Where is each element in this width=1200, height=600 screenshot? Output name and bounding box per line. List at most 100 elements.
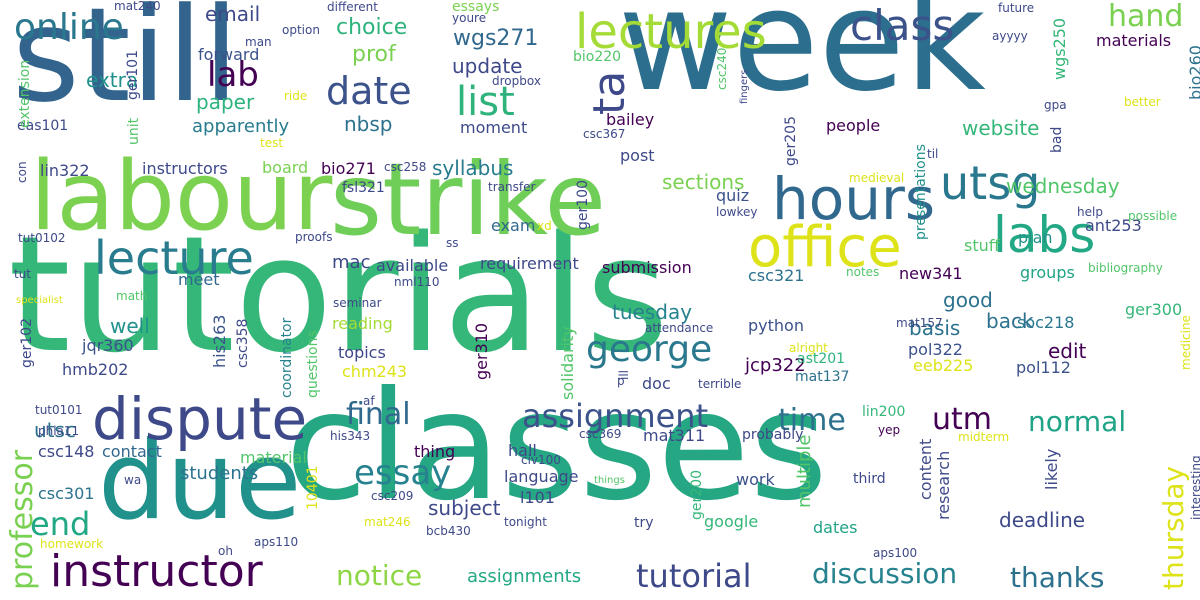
word-seminar: seminar	[333, 296, 382, 310]
word-til: til	[927, 147, 939, 161]
word-solidarity: solidarity	[558, 326, 577, 400]
word-hours: hours	[772, 165, 936, 233]
word-python: python	[748, 316, 804, 335]
word-ast201: ast201	[797, 351, 846, 367]
word-subject: subject	[428, 496, 501, 520]
word-people: people	[826, 116, 881, 135]
word-website: website	[962, 116, 1040, 140]
word-post: post	[620, 146, 655, 165]
word-option: option	[282, 23, 320, 37]
word-medicine: medicine	[1179, 315, 1193, 370]
word-students: students	[180, 463, 259, 484]
word-probably: probably	[742, 427, 804, 443]
word-medieval: medieval	[849, 171, 905, 185]
word-ger310: ger310	[472, 322, 491, 380]
word-try: try	[634, 515, 654, 531]
word-aps110: aps110	[254, 535, 299, 549]
word-lin200: lin200	[862, 404, 906, 420]
word-csc240: csc240	[715, 47, 729, 90]
word-pol112: pol112	[1016, 358, 1071, 377]
word-oh: oh	[218, 544, 233, 558]
word-tutorials: tutorials	[8, 201, 669, 388]
word-mat157: mat157	[896, 316, 943, 330]
word-due: due	[98, 419, 302, 544]
word-chm243: chm243	[342, 362, 408, 381]
word-attendance: attendance	[645, 321, 714, 335]
word-fsl321: fsl321	[342, 180, 385, 196]
word-mat311: mat311	[643, 426, 706, 445]
word-wa: wa	[124, 473, 142, 487]
word-paper: paper	[196, 90, 255, 114]
word-ger200: ger200	[689, 470, 705, 520]
word-questions: questions	[305, 330, 321, 398]
word-topics: topics	[338, 343, 386, 362]
word-work: work	[736, 470, 775, 489]
word-essay: essay	[354, 453, 452, 493]
word-man: man	[245, 35, 272, 49]
word-bio260: bio260	[1186, 45, 1200, 100]
word-ss: ss	[446, 236, 459, 250]
word-tut: tut	[14, 267, 32, 281]
word-con: con	[15, 161, 29, 183]
word-different: different	[327, 0, 378, 14]
word-transfer: transfer	[488, 180, 536, 194]
word-strike: strike	[330, 141, 607, 258]
word-multiple: multiple	[794, 434, 815, 508]
word-update: update	[452, 54, 523, 78]
word-meet: meet	[178, 270, 220, 289]
word-hmb202: hmb202	[62, 360, 129, 379]
word-sections: sections	[662, 170, 745, 194]
word-hall: hall	[508, 441, 537, 460]
word-pol322: pol322	[908, 340, 963, 359]
word-eas101: eas101	[17, 118, 69, 134]
word-lab: lab	[207, 55, 259, 95]
word-utm: utm	[932, 402, 992, 437]
word-test: test	[260, 136, 284, 150]
word-future: future	[998, 1, 1035, 15]
word-his263: his263	[210, 314, 229, 368]
word-youre: youre	[452, 11, 487, 25]
word-apparently: apparently	[192, 116, 290, 137]
word-eeb225: eeb225	[913, 356, 974, 375]
word-quiz: quiz	[716, 186, 750, 205]
word-civ100: civ100	[521, 453, 561, 467]
word-materials: materials	[1096, 31, 1172, 50]
word-discussion: discussion	[812, 557, 958, 590]
word-csc369: csc369	[579, 427, 622, 441]
word-extension: extension	[17, 59, 33, 128]
word-syllabus: syllabus	[432, 156, 514, 180]
word-terrible: terrible	[698, 377, 742, 391]
word-tuesday: tuesday	[612, 300, 693, 324]
word-math: math	[116, 289, 148, 303]
word-edit: edit	[1048, 339, 1087, 363]
word-thanks: thanks	[1010, 561, 1105, 594]
word-choice: choice	[336, 15, 408, 40]
word-ger100: ger100	[575, 180, 591, 230]
word-list: list	[456, 79, 515, 125]
word-unit: unit	[126, 117, 142, 145]
word-notes: notes	[846, 265, 880, 279]
word-jcp322: jcp322	[745, 355, 806, 376]
word-csc321: csc321	[748, 266, 805, 285]
word-research: research	[934, 450, 953, 520]
word-dispute: dispute	[92, 385, 308, 453]
word-dates: dates	[813, 518, 858, 537]
word-utsg: utsg	[940, 156, 1041, 210]
word-dropbox: dropbox	[492, 74, 541, 88]
word-bcb430: bcb430	[426, 524, 471, 538]
word-date: date	[326, 69, 412, 113]
word-hand: hand	[1108, 0, 1184, 34]
word-content: content	[916, 438, 935, 500]
word-thursday: thursday	[1157, 465, 1190, 590]
word-utsc: utsc	[34, 418, 76, 442]
word-tut0102: tut0102	[18, 231, 66, 245]
word-nml110: nml110	[394, 275, 440, 289]
word-google: google	[704, 512, 759, 531]
word-help: help	[1077, 205, 1103, 219]
word-end: end	[30, 505, 91, 543]
word-things: things	[594, 475, 625, 486]
word-wgs250: wgs250	[1050, 17, 1069, 80]
word-labs: labs	[993, 206, 1096, 264]
word-ger101: ger101	[125, 50, 141, 100]
